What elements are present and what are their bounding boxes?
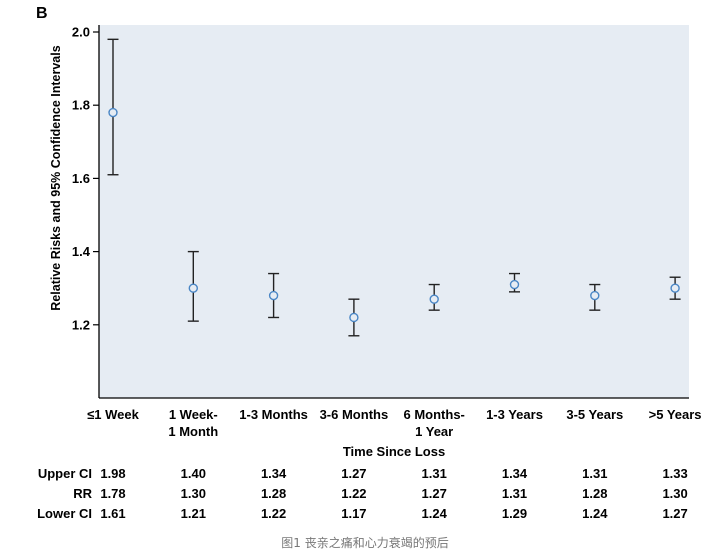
x-tick-label-line: 1-3 Months	[239, 407, 308, 422]
table-cell: 1.21	[180, 506, 206, 521]
x-tick-label: 1-3 Months	[239, 406, 308, 423]
table-row-label: Upper CI	[37, 466, 92, 481]
figure-caption: 图1 丧亲之痛和心力衰竭的预后	[281, 536, 449, 550]
table-cell: 1.30	[662, 486, 688, 501]
x-tick-label: ≤1 Week	[87, 406, 139, 423]
x-tick-label-line: 1-3 Years	[486, 407, 543, 422]
x-tick-label-line: ≤1 Week	[87, 407, 139, 422]
table-cell: 1.78	[100, 486, 126, 501]
table-row-label: Lower CI	[37, 506, 92, 521]
panel-label: B	[36, 5, 48, 22]
table-cell: 1.27	[341, 466, 367, 481]
table-cell: 1.30	[180, 486, 206, 501]
x-tick-label: >5 Years	[649, 406, 702, 423]
table-cell: 1.34	[501, 466, 528, 481]
table-cell: 1.34	[260, 466, 287, 481]
table-cell: 1.27	[662, 506, 688, 521]
x-tick-label-line: 3-6 Months	[319, 407, 389, 422]
x-tick-label-line: 1 Year	[415, 424, 454, 439]
x-tick-label: 3-6 Months	[320, 406, 389, 423]
table-cell: 1.61	[100, 506, 126, 521]
rr-point	[108, 107, 118, 118]
y-tick-label: 1.6	[72, 171, 90, 186]
x-tick-label: 3-5 Years	[566, 406, 623, 423]
table-cell: 1.31	[501, 486, 528, 501]
y-tick-label: 1.2	[72, 317, 90, 332]
table-cell: 1.28	[260, 486, 287, 501]
x-tick-label-line: 6 Months-	[403, 407, 465, 422]
y-tick-label: 1.8	[72, 98, 90, 113]
table-cell: 1.40	[180, 466, 206, 481]
table-cell: 1.17	[341, 506, 367, 521]
rr-point	[268, 290, 279, 301]
plot-area	[99, 25, 689, 398]
y-tick-label: 1.4	[72, 244, 91, 259]
x-tick-label-line: 1 Month	[168, 424, 219, 439]
rr-point	[188, 283, 199, 293]
x-tick-label: 6 Months- 1 Year	[403, 406, 464, 440]
table-cell: 1.28	[582, 486, 608, 501]
x-axis-label: Time Since Loss	[342, 444, 446, 459]
rr-point	[509, 279, 520, 290]
y-tick-label: 2.0	[72, 25, 90, 40]
y-axis-label: Relative Risks and 95% Confidence Interv…	[49, 45, 63, 311]
table-row-label: RR	[73, 486, 92, 501]
x-tick-label: 1-3 Years	[486, 406, 543, 423]
table-cell: 1.24	[421, 506, 447, 521]
table-cell: 1.22	[341, 486, 367, 501]
table-cell: 1.22	[260, 506, 287, 521]
table-cell: 1.31	[421, 466, 447, 481]
table-cell: 1.24	[582, 506, 608, 521]
table-cell: 1.27	[421, 486, 447, 501]
x-tick-label-line: 1 Week-	[168, 407, 218, 422]
rr-point	[590, 290, 600, 301]
table-cell: 1.29	[501, 506, 528, 521]
rr-point	[349, 312, 359, 323]
x-tick-label: 1 Week- 1 Month	[168, 406, 218, 440]
table-cell: 1.31	[582, 466, 608, 481]
rr-point	[670, 283, 680, 293]
x-tick-label-line: 3-5 Years	[566, 407, 624, 422]
rr-point	[429, 294, 439, 304]
x-tick-label-line: >5 Years	[648, 407, 702, 422]
table-cell: 1.33	[662, 466, 688, 481]
table-cell: 1.98	[100, 466, 126, 481]
